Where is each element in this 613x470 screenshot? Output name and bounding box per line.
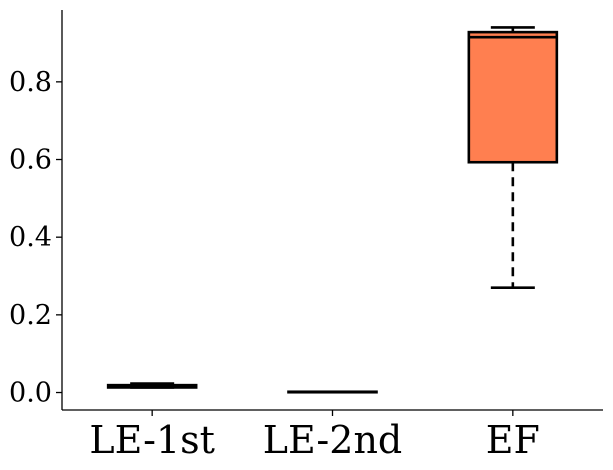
y-tick-label: 0.4 — [9, 222, 52, 253]
y-axis-ticks: 0.0 0.2 0.4 0.6 0.8 — [9, 67, 62, 409]
boxes-layer — [106, 26, 559, 394]
y-tick-label: 0.8 — [9, 67, 52, 98]
y-tick-label: 0.2 — [9, 300, 52, 331]
y-tick-label: 0.0 — [9, 378, 52, 409]
x-tick-label: EF — [486, 418, 540, 462]
x-tick-label: LE-1st — [89, 418, 214, 462]
box-le-1st — [106, 382, 198, 389]
y-tick-label: 0.6 — [9, 145, 52, 176]
box-ef — [467, 26, 559, 289]
x-axis-ticks: LE-1st LE-2nd EF — [89, 410, 540, 462]
iqr-box — [467, 30, 559, 164]
box-le-2nd — [287, 390, 378, 394]
x-tick-label: LE-2nd — [263, 418, 403, 462]
